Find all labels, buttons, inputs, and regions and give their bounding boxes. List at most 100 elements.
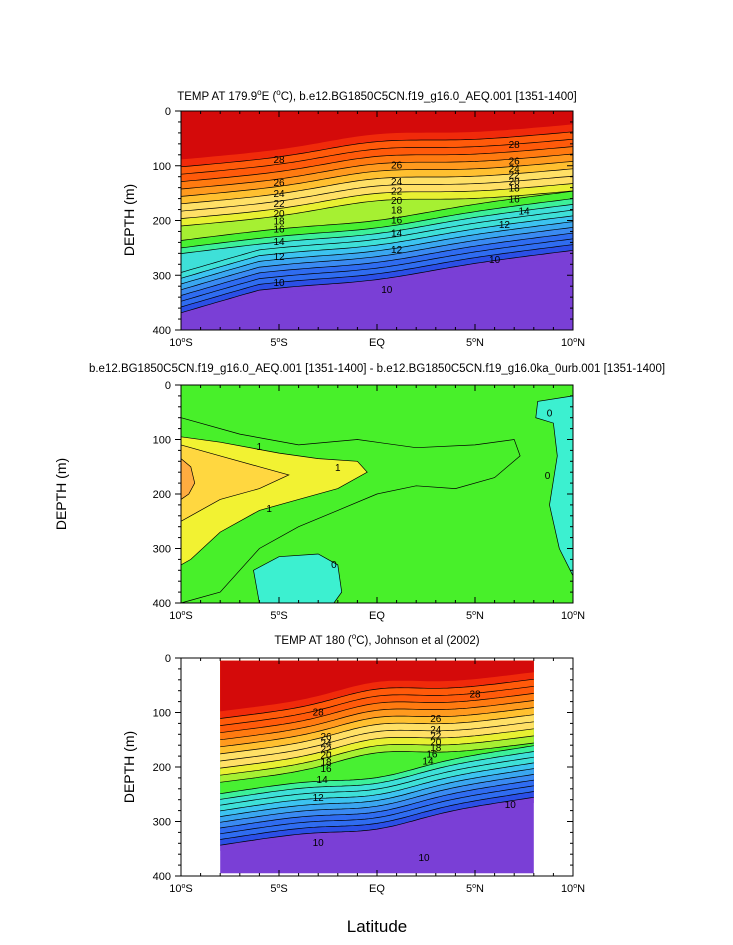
contour-label: 26 xyxy=(273,178,285,189)
diff-pos2-region xyxy=(181,444,289,522)
isotherm-10 xyxy=(180,244,574,308)
diff-neg-right-line xyxy=(535,395,574,576)
contour-label: 12 xyxy=(313,793,325,804)
contour-label: 22 xyxy=(320,744,332,755)
panel-3-contour-lines xyxy=(220,678,534,846)
contour-label: 18 xyxy=(273,217,285,228)
contour-label: 10 xyxy=(418,853,430,864)
contour-label: 20 xyxy=(391,196,403,207)
contour-label: 20 xyxy=(273,209,285,220)
isotherm-18 xyxy=(180,198,574,249)
contour-label: 0 xyxy=(331,560,337,571)
contour-label: 24 xyxy=(320,738,332,749)
x-tick-label: 10oN xyxy=(561,337,585,349)
x-tick-label: EQ xyxy=(369,883,385,895)
x-tick-label: 10oS xyxy=(169,883,193,895)
y-tick-label: 0 xyxy=(165,106,171,118)
x-tick-label: 10oN xyxy=(561,883,585,895)
y-tick-label: 200 xyxy=(153,762,171,774)
x-tick-label: 10oS xyxy=(169,610,193,622)
isotherm-16 xyxy=(220,756,534,806)
diff-neg-bottom-line xyxy=(253,553,343,604)
isotherm-11 xyxy=(180,238,574,302)
contour-label: 28 xyxy=(273,155,285,166)
isotherm-12 xyxy=(180,232,574,296)
isotherm-27 xyxy=(220,685,534,726)
panel-3-axes: 10oS 5oS EQ 5oN 10oN 0 100 200 300 400 xyxy=(153,653,585,895)
diff-neg-bottom xyxy=(253,554,342,603)
contour-label: 10 xyxy=(381,285,393,296)
contour-label: 22 xyxy=(509,171,521,182)
isotherm-22 xyxy=(180,175,574,212)
y-tick-label: 100 xyxy=(153,161,171,173)
contour-label: 1 xyxy=(257,442,263,453)
contour-label: 24 xyxy=(273,189,285,200)
contour-label: 24 xyxy=(509,164,521,175)
x-tick-label: EQ xyxy=(369,337,385,349)
contour-label: 14 xyxy=(391,229,403,240)
panel-1-contour-lines xyxy=(180,131,574,314)
contour-label: 26 xyxy=(320,732,332,743)
isotherm-23 xyxy=(220,714,534,755)
isotherm-23 xyxy=(180,168,574,205)
contour-label: 28 xyxy=(313,707,325,718)
contour-label: 14 xyxy=(273,237,285,248)
contour-label: 12 xyxy=(499,220,511,231)
contour-label: 18 xyxy=(391,206,403,217)
isotherm-21 xyxy=(180,183,574,219)
isotherm-26 xyxy=(220,693,534,734)
diff-neg-right xyxy=(535,395,573,576)
y-tick-label: 100 xyxy=(153,708,171,720)
isotherm-24 xyxy=(220,707,534,748)
panel-1-axes: 10oS 5oS EQ 5oN 10oN 0 100 200 300 400 xyxy=(153,106,585,349)
contour-label: 14 xyxy=(422,756,434,767)
contour-label: 22 xyxy=(273,199,285,210)
x-tick-label: 5oN xyxy=(466,337,484,349)
y-tick-label: 300 xyxy=(153,544,171,556)
isotherm-18 xyxy=(220,745,534,795)
isotherm-25 xyxy=(220,700,534,741)
contour-label: 28 xyxy=(469,689,481,700)
x-tick-label: 5oS xyxy=(270,337,287,349)
isotherm-21 xyxy=(220,728,534,769)
contour-label: 20 xyxy=(509,177,521,188)
isotherm-10 xyxy=(220,791,534,840)
contour-label: 22 xyxy=(391,186,403,197)
contour-label: 16 xyxy=(320,764,332,775)
panel-2-title: b.e12.BG1850C5CN.f19_g16.0_AEQ.001 [1351… xyxy=(89,363,665,375)
x-tick-label: 10oS xyxy=(169,337,193,349)
contour-label: 18 xyxy=(509,184,521,195)
contour-label: 24 xyxy=(430,725,442,736)
isotherm-17 xyxy=(220,751,534,800)
panel-3-observed-temperature: TEMP AT 180 (oC), Johnson et al (2002) 2… xyxy=(121,632,585,895)
contour-label: 10 xyxy=(505,800,517,811)
diff-pos1-region-line xyxy=(180,436,368,566)
contour-label: 10 xyxy=(489,255,501,266)
y-tick-label: 0 xyxy=(165,653,171,665)
isotherm-28 xyxy=(180,131,574,168)
contour-label: 24 xyxy=(391,177,403,188)
panel-3-title: TEMP AT 180 (oC), Johnson et al (2002) xyxy=(274,632,479,647)
panel-2-filled-contours xyxy=(181,385,573,603)
contour-label: 26 xyxy=(430,714,442,725)
contour-label: 14 xyxy=(518,207,530,218)
y-tick-label: 200 xyxy=(153,216,171,228)
contour-label: 16 xyxy=(391,215,403,226)
isotherm-20 xyxy=(180,190,574,227)
panel-3-y-axis-label: DEPTH (m) xyxy=(121,731,137,803)
contour-label: 14 xyxy=(317,775,329,786)
contour-label: 10 xyxy=(313,838,325,849)
x-tick-label: 5oS xyxy=(270,883,287,895)
isotherm-24 xyxy=(180,161,574,197)
panel-2-y-axis-label: DEPTH (m) xyxy=(53,458,69,530)
y-tick-label: 400 xyxy=(153,871,171,883)
isotherm-26 xyxy=(180,146,574,182)
contour-label: 26 xyxy=(509,156,521,167)
y-tick-label: 100 xyxy=(153,435,171,447)
temp-band-29 xyxy=(181,111,573,160)
contour-label: 10 xyxy=(273,278,285,289)
contour-label: 28 xyxy=(509,140,521,151)
x-tick-label: EQ xyxy=(369,610,385,622)
isotherm-19 xyxy=(220,742,534,783)
